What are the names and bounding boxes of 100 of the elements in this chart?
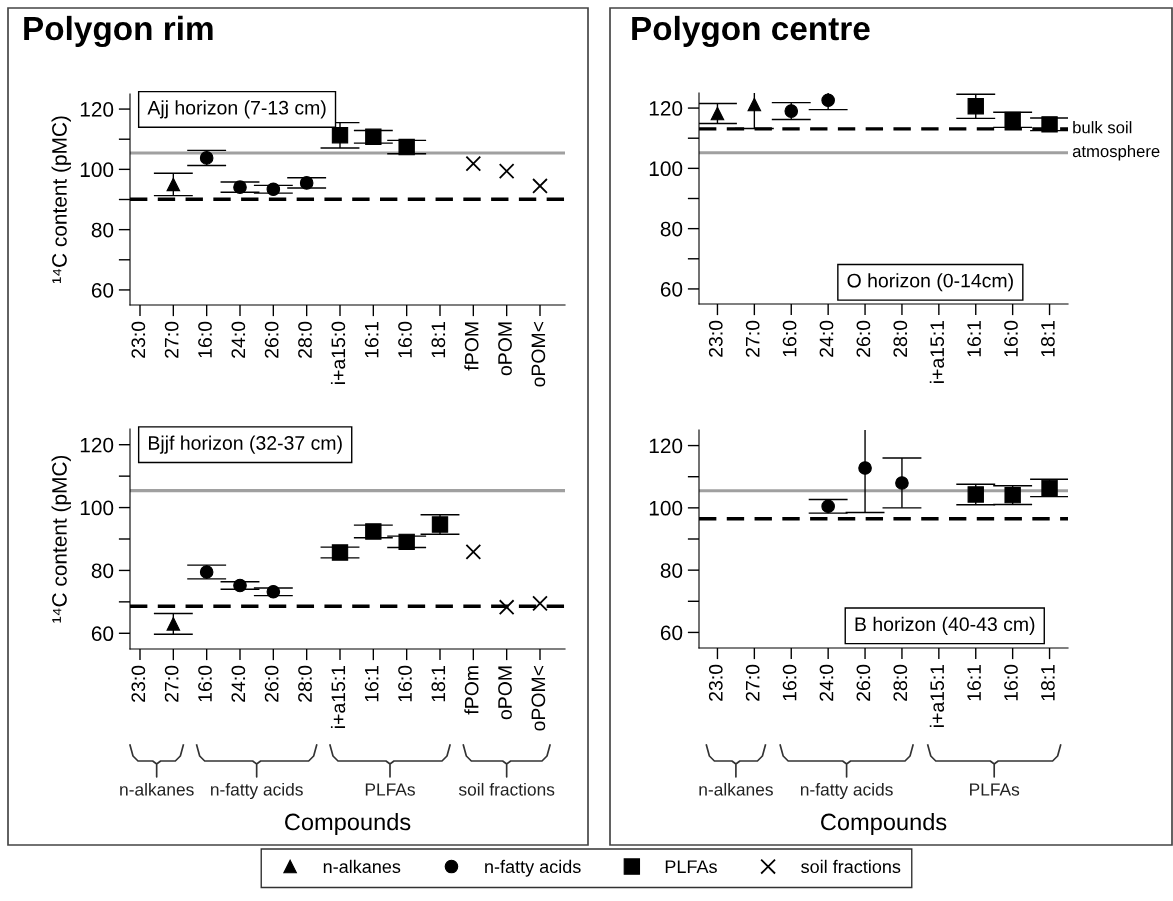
point [233,180,247,194]
y-tick-label: 120 [80,102,114,117]
y-tick-label: 100 [649,500,683,516]
y-tick-label: 80 [660,221,683,237]
y-tick-label: 60 [91,626,114,642]
y-tick-label: 120 [649,101,683,116]
point [1004,486,1021,504]
point [465,155,482,172]
point [498,599,515,616]
text: n-fatty acids [800,782,893,800]
x-tick-label: oPOM< [531,665,546,731]
point [1041,116,1058,133]
x-axis-title: Compounds [285,812,411,836]
x-tick-label: 16:0 [1004,320,1018,357]
point [166,617,181,631]
y-tick-label: 80 [660,563,683,578]
chart-subtitle: Bjjf horizon (32-37 cm) [149,435,342,454]
x-tick-label: 16:0 [198,665,212,702]
point [967,486,984,503]
point [1041,479,1058,497]
x-tick-label: 26:0 [264,665,279,702]
x-tick-label: i+a15:1 [330,665,346,728]
point [365,128,382,145]
legend-label: PLFAs [665,860,717,874]
y-tick-label: 60 [91,282,114,298]
x-tick-label: 16:0 [398,321,412,358]
x-tick-label: 18:1 [1041,664,1055,701]
y-tick-label: 60 [660,625,683,641]
text: PLFAs [970,783,1020,796]
x-tick-label: 27:0 [164,665,179,702]
point [199,151,214,165]
x-tick-label: 23:0 [708,320,723,357]
x-tick-label: 28:0 [298,665,312,702]
y-axis-title: ¹⁴C content (pMC) [51,116,71,284]
x-tick-label: 26:0 [856,664,871,701]
point [398,533,415,551]
point [331,127,349,144]
x-tick-label: 24:0 [819,664,834,701]
x-tick-label: i+a15:1 [929,664,945,727]
point [233,578,247,593]
point [166,177,181,192]
legend-label: soil fractions [801,859,901,874]
x-tick-label: 16:1 [364,321,379,358]
x-tick-label: 16:1 [364,665,379,702]
y-tick-label: 120 [80,437,114,453]
x-tick-label: 26:0 [264,321,279,358]
chart-title: Polygon rim [24,15,213,48]
point [784,104,799,118]
legend-label: n-alkanes [323,859,401,874]
x-tick-label: fPOm [464,666,479,715]
y-tick-label: 100 [80,162,114,178]
point [1004,111,1021,129]
chart-title: Polygon centre [632,15,870,48]
x-tick-label: fPOM [464,322,479,371]
x-tick-label: 16:0 [198,321,212,358]
point [331,544,349,561]
point [895,476,909,490]
chart-subtitle: Ajj horizon (7-13 cm) [147,100,326,119]
x-tick-label: 27:0 [745,320,760,357]
x-tick-label: 28:0 [893,664,908,701]
point [858,461,872,475]
text: n-fatty acids [211,782,303,800]
y-tick-label: 120 [649,438,683,454]
point [821,93,835,108]
ref-line-label: bulk soil [1073,121,1132,134]
x-tick-label: 26:0 [856,320,871,357]
x-tick-label: i+a15:0 [330,321,346,384]
point [266,584,281,599]
point [747,97,762,112]
y-tick-label: 100 [80,500,114,516]
legend-label: n-fatty acids [485,859,581,877]
x-tick-label: 16:0 [1004,664,1018,701]
x-tick-label: 18:1 [1041,320,1055,357]
x-tick-label: 23:0 [131,321,146,358]
x-tick-label: 23:0 [131,665,146,702]
text: PLFAs [365,783,415,796]
text: B horizon (40-43 cm) [855,616,1035,635]
text: O horizon (0-14cm) [847,273,1013,292]
point [266,182,281,197]
x-tick-label: 18:1 [431,665,446,702]
x-tick-label: 28:0 [298,321,312,358]
ref-line-label: atmosphere [1072,144,1160,161]
point [365,523,382,540]
x-tick-label: 27:0 [745,664,760,701]
x-tick-label: 23:0 [708,664,723,701]
x-tick-label: oPOM< [531,321,546,387]
text: n-alkanes [120,782,194,796]
y-tick-label: 80 [91,222,114,238]
text: soil fractions [458,782,555,796]
text: n-alkanes [699,782,773,796]
x-tick-label: 24:0 [819,320,834,357]
y-axis-title: ¹⁴C content (pMC) [51,455,71,623]
point [465,544,482,560]
x-tick-label: oPOM [498,322,512,376]
x-tick-label: oPOM [498,666,512,720]
point [710,106,725,121]
point [299,176,314,190]
x-tick-label: 16:0 [782,664,797,701]
x-axis-title: Compounds [821,812,947,836]
point [398,138,415,156]
